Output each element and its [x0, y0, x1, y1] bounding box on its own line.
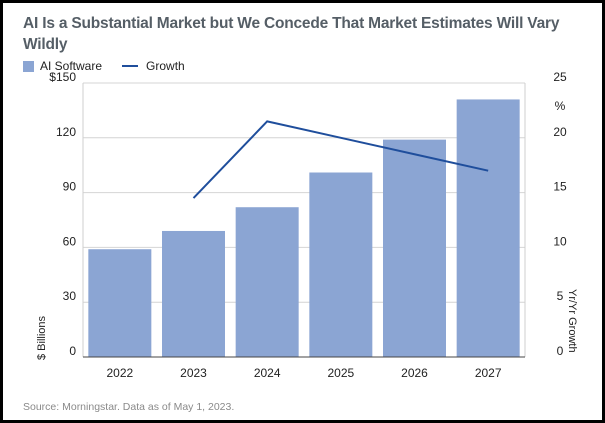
legend-item-ai-software: AI Software [23, 59, 102, 73]
right-axis-title: Yr/Yr Growth [566, 289, 578, 353]
x-tick-label: 2026 [401, 366, 428, 380]
chart-title: AI Is a Substantial Market but We Conced… [23, 15, 560, 53]
left-tick-label: 120 [56, 125, 76, 139]
left-tick-label: 30 [63, 289, 77, 303]
x-tick-label: 2024 [254, 366, 281, 380]
legend-label-ai-software: AI Software [40, 59, 103, 73]
source-note: Source: Morningstar. Data as of May 1, 2… [23, 401, 235, 413]
left-tick-label: $150 [49, 70, 76, 84]
right-axis-unit: % [555, 99, 566, 113]
legend-label-growth: Growth [146, 59, 185, 73]
right-tick-label: 20 [553, 125, 567, 139]
bar-2024 [235, 207, 299, 357]
x-tick-label: 2022 [106, 366, 133, 380]
left-tick-label: 60 [63, 234, 77, 248]
legend-swatch-bar [23, 60, 34, 72]
left-tick-label: 0 [69, 344, 76, 358]
bar-2026 [383, 139, 446, 357]
bar-2027 [456, 99, 520, 357]
right-tick-label: 15 [553, 180, 567, 194]
right-tick-label: 25 [553, 70, 567, 84]
legend: AI Software Growth [23, 58, 205, 74]
legend-item-growth: Growth [122, 59, 185, 73]
bar-2025 [309, 172, 373, 357]
bar-2022 [88, 249, 152, 357]
legend-swatch-line [122, 65, 139, 67]
x-tick-label: 2027 [475, 366, 502, 380]
right-tick-label: 5 [557, 289, 564, 303]
growth-line [192, 120, 489, 199]
right-tick-label: 0 [557, 344, 564, 358]
right-tick-label: 10 [553, 234, 567, 248]
left-axis-title: $ Billions [36, 315, 48, 360]
x-tick-label: 2023 [180, 366, 207, 380]
left-tick-label: 90 [63, 180, 77, 194]
bar-2023 [162, 230, 225, 357]
x-tick-label: 2025 [327, 366, 354, 380]
